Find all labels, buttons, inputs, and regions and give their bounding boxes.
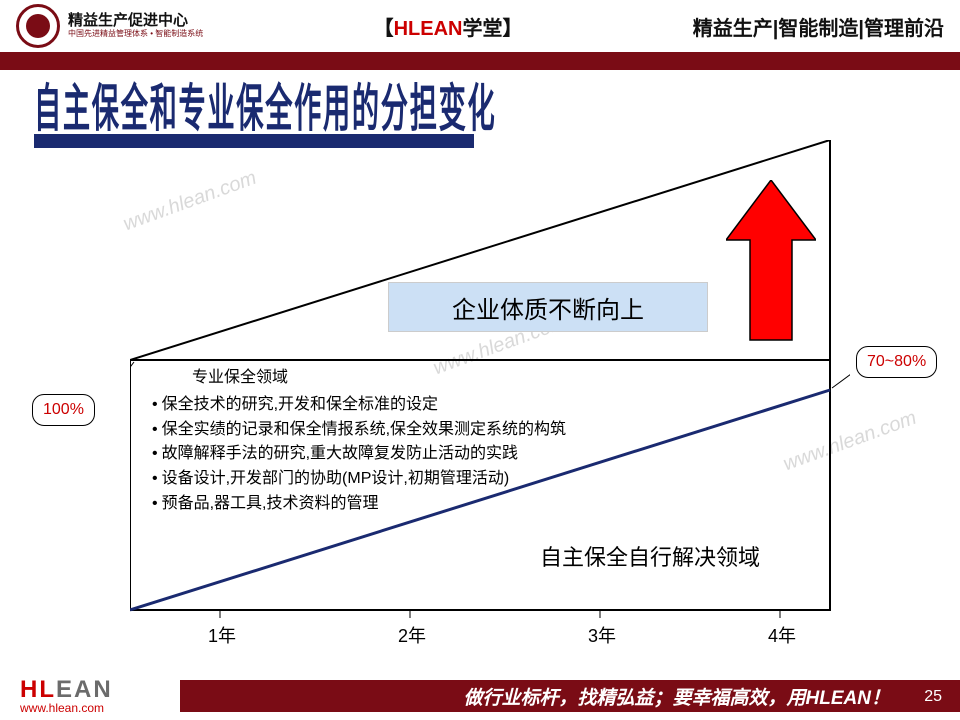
- page-number: 25: [924, 688, 942, 706]
- list-item: 预备品,器工具,技术资料的管理: [152, 492, 566, 517]
- bracket-right: 】: [502, 18, 522, 40]
- page-title: 自主保全和专业保全作用的分担变化: [34, 68, 821, 142]
- callout-right: 70~80%: [856, 346, 937, 378]
- footer-bar: 做行业标杆，找精弘益；要幸福高效，用HLEAN！: [180, 680, 960, 712]
- xaxis-label: 3年: [588, 622, 616, 648]
- logo-text: 精益生产促进中心 中国先进精益管理体系 • 智能制造系统: [68, 13, 203, 38]
- self-area-label: 自主保全自行解决领域: [540, 540, 760, 572]
- footer-logo-red: HL: [20, 676, 56, 703]
- xaxis-label: 2年: [398, 622, 426, 648]
- footer-logo-gray: EAN: [56, 676, 113, 703]
- logo-icon: [16, 4, 60, 48]
- header-red: HLEAN: [394, 18, 463, 40]
- callout-left-text: 100%: [43, 401, 84, 419]
- list-item: 保全技术的研究,开发和保全标准的设定: [152, 393, 566, 418]
- xaxis-label: 1年: [208, 622, 236, 648]
- logo-block: 精益生产促进中心 中国先进精益管理体系 • 智能制造系统: [16, 4, 203, 48]
- callout-right-text: 70~80%: [867, 353, 926, 371]
- up-arrow-icon: [726, 180, 816, 355]
- footer-url: www.hlean.com: [20, 702, 180, 714]
- header: 精益生产促进中心 中国先进精益管理体系 • 智能制造系统 【HLEAN学堂】 精…: [0, 0, 960, 54]
- pro-area-title: 专业保全领域: [192, 366, 566, 391]
- header-black: 学堂: [462, 18, 502, 40]
- logo-title: 精益生产促进中心: [68, 13, 203, 30]
- footer-logo: HLEAN www.hlean.com: [0, 678, 180, 714]
- pro-area: 专业保全领域 保全技术的研究,开发和保全标准的设定 保全实绩的记录和保全情报系统…: [152, 366, 566, 517]
- callout-left: 100%: [32, 394, 95, 426]
- footer-slogan: 做行业标杆，找精弘益；要幸福高效，用HLEAN！: [464, 683, 890, 710]
- xaxis-label: 4年: [768, 622, 796, 648]
- list-item: 设备设计,开发部门的协助(MP设计,初期管理活动): [152, 467, 566, 492]
- footer: HLEAN www.hlean.com 做行业标杆，找精弘益；要幸福高效，用HL…: [0, 672, 960, 720]
- title-area: 自主保全和专业保全作用的分担变化: [34, 82, 960, 148]
- list-item: 保全实绩的记录和保全情报系统,保全效果测定系统的构筑: [152, 418, 566, 443]
- list-item: 故障解释手法的研究,重大故障复发防止活动的实践: [152, 442, 566, 467]
- header-center: 【HLEAN学堂】: [203, 12, 693, 41]
- header-right: 精益生产|智能制造|管理前沿: [693, 12, 944, 41]
- footer-logo-text: HLEAN: [20, 678, 180, 702]
- center-box: 企业体质不断向上: [388, 282, 708, 332]
- logo-subtitle: 中国先进精益管理体系 • 智能制造系统: [68, 30, 203, 39]
- bracket-left: 【: [374, 18, 394, 40]
- center-box-text: 企业体质不断向上: [452, 290, 644, 325]
